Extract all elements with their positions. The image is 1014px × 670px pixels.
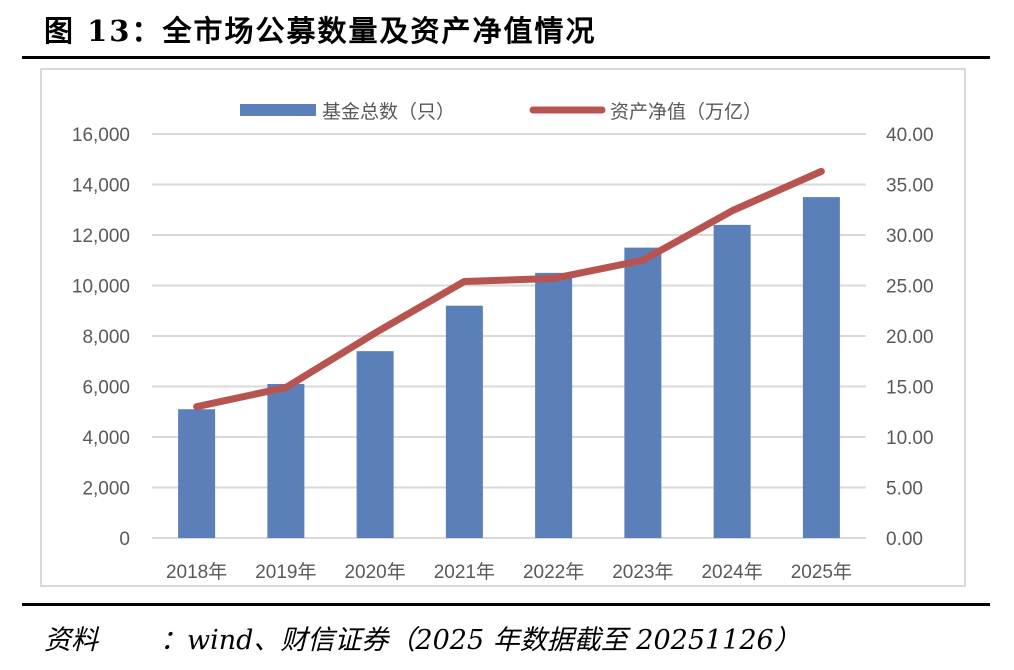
x-tick-label: 2020年 [344, 561, 405, 583]
source-text: ：wind、财信证券（2025 年数据截至 20251126） [160, 625, 801, 656]
x-axis-ticks: 2018年 2019年 2020年 2021年 2022年 2023年 2024年 2025年 [166, 561, 852, 583]
bar-series [178, 197, 840, 538]
legend-bar-swatch [240, 104, 316, 116]
right-tick-label: 20.00 [886, 327, 934, 348]
left-tick-label: 10,000 [72, 277, 130, 298]
source-note: 资料 ：wind、财信证券（2025 年数据截至 20251126） [44, 618, 801, 657]
chart-svg: 0 2,000 4,000 6,000 8,000 10,000 12,000 14,000 1… [72, 101, 934, 583]
legend-line-label: 资产净值（万亿） [610, 101, 762, 123]
x-tick-label: 2024年 [701, 561, 762, 583]
left-tick-label: 14,000 [72, 176, 130, 197]
top-rule [22, 56, 990, 59]
gridlines [152, 133, 866, 539]
legend: 基金总数（只） 资产净值（万亿） [240, 101, 762, 123]
right-tick-label: 30.00 [886, 226, 934, 247]
x-tick-label: 2023年 [612, 561, 673, 583]
x-tick-label: 2019年 [255, 561, 316, 583]
x-tick-label: 2022年 [523, 561, 584, 583]
bar [178, 409, 216, 538]
bar [713, 224, 751, 538]
right-tick-label: 40.00 [886, 125, 934, 146]
left-tick-label: 12,000 [72, 226, 130, 247]
right-tick-label: 35.00 [886, 176, 934, 197]
bar [356, 351, 394, 538]
right-tick-label: 5.00 [886, 479, 923, 500]
left-axis-ticks: 0 2,000 4,000 6,000 8,000 10,000 12,000 14,000 1… [72, 125, 130, 550]
bar [624, 247, 662, 538]
right-tick-label: 25.00 [886, 277, 934, 298]
x-tick-label: 2021年 [434, 561, 495, 583]
left-tick-label: 8,000 [82, 327, 130, 348]
line-series [193, 167, 825, 411]
right-tick-label: 10.00 [886, 428, 934, 449]
net-asset-line [193, 167, 825, 411]
left-tick-label: 2,000 [82, 479, 130, 500]
bar [445, 305, 483, 538]
bar [802, 197, 840, 538]
bottom-rule [22, 603, 990, 606]
left-tick-label: 6,000 [82, 378, 130, 399]
x-tick-label: 2018年 [166, 561, 227, 583]
right-tick-label: 15.00 [886, 378, 934, 399]
left-tick-label: 0 [119, 529, 130, 550]
legend-bar-label: 基金总数（只） [322, 101, 455, 123]
source-label: 资料 [44, 625, 98, 656]
x-tick-label: 2025年 [791, 561, 852, 583]
figure-title: 图 13：全市场公募数量及资产净值情况 [44, 14, 597, 48]
right-axis-ticks: 0.00 5.00 10.00 15.00 20.00 25.00 30.00 35.00 40… [886, 125, 934, 550]
right-tick-label: 0.00 [886, 529, 923, 550]
bar [535, 272, 573, 538]
bar [267, 383, 305, 538]
left-tick-label: 16,000 [72, 125, 130, 146]
left-tick-label: 4,000 [82, 428, 130, 449]
